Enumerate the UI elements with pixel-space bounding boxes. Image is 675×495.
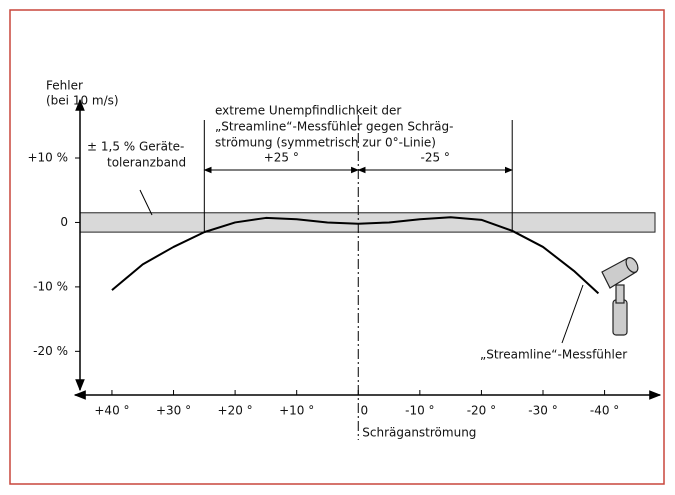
band-label: ± 1,5 % Geräte- [87,140,184,154]
x-tick-label: +20 ° [218,404,253,418]
y-tick-label: 0 [60,215,68,229]
series-label: „Streamline“-Messfühler [480,348,627,362]
y-tick-label: +10 % [27,151,68,165]
x-tick-label: -30 ° [528,404,557,418]
x-tick-label: 0 [360,404,368,418]
probe-icon [601,257,639,336]
zone-label: -25 ° [421,151,450,165]
x-tick-label: -20 ° [467,404,496,418]
leader-line [561,284,584,344]
y-axis-label: Fehler [46,79,83,93]
leader-line [139,189,153,216]
zone-text: extreme Unempfindlichkeit der [215,104,401,118]
x-tick-label: -40 ° [590,404,619,418]
curve [111,216,600,295]
band-label: toleranzband [107,156,186,170]
x-tick-label: +40 ° [94,404,129,418]
y-axis-sublabel: (bei 10 m/s) [46,94,119,108]
frame [9,9,665,485]
zone-text: strömung (symmetrisch zur 0°-Linie) [215,136,436,150]
y-tick-label: -10 % [33,279,68,293]
x-tick-label: -10 ° [405,404,434,418]
x-tick-label: +10 ° [279,404,314,418]
x-tick-label: +30 ° [156,404,191,418]
zone-text: „Streamline“-Messfühler gegen Schräg- [215,120,453,134]
y-tick-label: -20 % [33,344,68,358]
x-axis-label: Schräganströmung [362,426,476,440]
zone-label: +25 ° [264,151,299,165]
